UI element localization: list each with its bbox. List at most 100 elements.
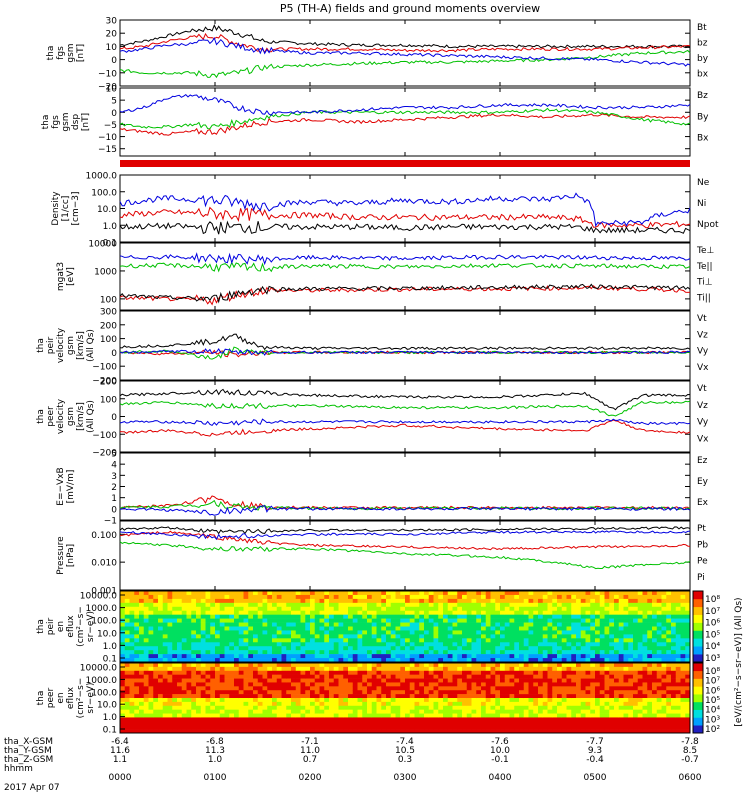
y-axis-label: tha (36, 409, 46, 424)
spectrogram-cell (238, 694, 244, 699)
spectrogram-cell (656, 622, 662, 627)
spectrogram-cell (357, 622, 363, 627)
spectrogram-cell (428, 666, 434, 672)
spectrogram-cell (675, 705, 681, 710)
spectrogram-cell (219, 670, 225, 675)
spectrogram-cell (243, 709, 249, 714)
spectrogram-cell (438, 626, 444, 631)
spectrogram-cell (338, 690, 344, 695)
spectrogram-cell (561, 713, 567, 718)
spectrogram-cell (148, 606, 154, 612)
spectrogram-cell (671, 622, 677, 627)
spectrogram-cell (661, 626, 667, 631)
spectrogram-cell (400, 690, 406, 695)
spectrogram-cell (409, 650, 415, 655)
spectrogram-cell (566, 598, 572, 604)
spectrogram-cell (243, 705, 249, 710)
spectrogram-cell (542, 686, 548, 691)
spectrogram-cell (205, 598, 211, 604)
spectrogram-cell (604, 701, 610, 707)
spectrogram-cell (262, 678, 268, 683)
spectrogram-cell (215, 729, 221, 734)
spectrogram-cell (376, 654, 382, 659)
spectrogram-cell (205, 622, 211, 627)
spectrogram-cell (243, 606, 249, 612)
y-tick-label: 1000.0 (86, 676, 118, 686)
spectrogram-cell (476, 638, 482, 643)
spectrogram-cell (205, 670, 211, 675)
spectrogram-cell (666, 610, 672, 615)
spectrogram-cell (295, 666, 301, 672)
spectrogram-cell (267, 614, 273, 619)
spectrogram-cell (675, 622, 681, 627)
spectrogram-cell (666, 709, 672, 714)
spectrogram-cell (162, 618, 168, 623)
spectrogram-cell (628, 646, 634, 651)
spectrogram-cell (191, 701, 197, 707)
spectrogram-cell (400, 622, 406, 627)
spectrogram-cell (656, 690, 662, 695)
spectrogram-cell (485, 729, 491, 734)
x-row-label: hhmm (4, 764, 33, 774)
spectrogram-cell (276, 705, 282, 710)
spectrogram-cell (538, 622, 544, 627)
spectrogram-cell (295, 713, 301, 718)
spectrogram-cell (362, 721, 368, 726)
panel-frame (119, 87, 691, 157)
spectrogram-cell (500, 610, 506, 615)
spectrogram-cell (571, 591, 577, 596)
spectrogram-cell (291, 713, 297, 718)
spectrogram-cell (433, 634, 439, 639)
spectrogram-cell (267, 602, 273, 608)
spectrogram-cell (519, 725, 525, 730)
spectrogram-cell (191, 658, 197, 663)
spectrogram-cell (538, 646, 544, 651)
spectrogram-cell (191, 729, 197, 734)
spectrogram-cell (471, 638, 477, 643)
spectrogram-cell (476, 618, 482, 623)
spectrogram-cell (447, 725, 453, 730)
spectrogram-cell (495, 650, 501, 655)
spectrogram-cell (153, 618, 159, 623)
spectrogram-cell (205, 678, 211, 683)
spectrogram-cell (609, 606, 615, 612)
spectrogram-cell (281, 598, 287, 604)
spectrogram-cell (272, 598, 278, 604)
spectrogram-cell (276, 709, 282, 714)
spectrogram-cell (234, 666, 240, 672)
spectrogram-cell (561, 678, 567, 683)
spectrogram-cell (238, 698, 244, 703)
spectrogram-cell (205, 654, 211, 659)
spectrogram-cell (167, 705, 173, 710)
spectrogram-cell (547, 591, 553, 596)
spectrogram-cell (343, 725, 349, 730)
spectrogram-cell (300, 690, 306, 695)
spectrogram-cell (257, 729, 263, 734)
spectrogram-cell (671, 654, 677, 659)
panel-frame (119, 662, 691, 734)
spectrogram-cell (500, 678, 506, 683)
spectrogram-cell (367, 705, 373, 710)
spectrogram-cell (229, 646, 235, 651)
spectrogram-cell (143, 594, 149, 600)
spectrogram-cell (633, 666, 639, 672)
spectrogram-cell (177, 729, 183, 734)
spectrogram-cell (143, 598, 149, 604)
spectrogram-cell (466, 717, 472, 722)
spectrogram-cell (314, 686, 320, 691)
spectrogram-cell (590, 709, 596, 714)
spectrogram-cell (324, 658, 330, 663)
spectrogram-cell (319, 705, 325, 710)
y-tick-label: −200 (92, 377, 117, 387)
spectrogram-cell (504, 606, 510, 612)
spectrogram-cell (457, 591, 463, 596)
spectrogram-cell (272, 690, 278, 695)
spectrogram-cell (319, 594, 325, 600)
spectrogram-cell (210, 674, 216, 679)
spectrogram-cell (120, 646, 126, 651)
spectrogram-cell (200, 630, 206, 635)
spectrogram-cell (281, 698, 287, 703)
spectrogram-cell (614, 663, 620, 668)
spectrogram-cell (276, 634, 282, 639)
spectrogram-cell (599, 610, 605, 615)
